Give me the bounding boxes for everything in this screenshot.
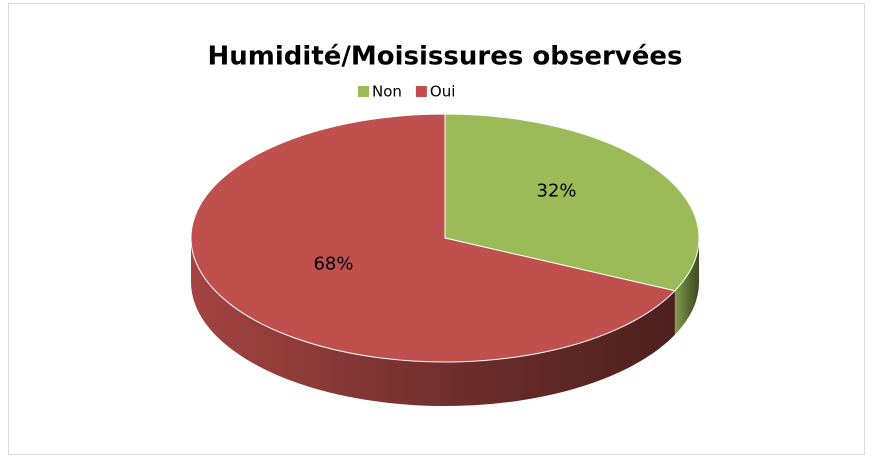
slice-side-shade <box>191 238 675 406</box>
data-label: 32% <box>537 180 577 201</box>
slice-side-shade <box>674 238 699 335</box>
legend-swatch <box>415 86 427 97</box>
chart-title: Humidité/Moisissures observées <box>208 42 683 72</box>
legend-label: Oui <box>430 83 455 101</box>
legend-swatch <box>358 86 369 97</box>
slice <box>190 113 676 363</box>
data-label: 68% <box>313 254 353 275</box>
legend-label: Non <box>372 83 402 101</box>
slice <box>444 113 700 292</box>
